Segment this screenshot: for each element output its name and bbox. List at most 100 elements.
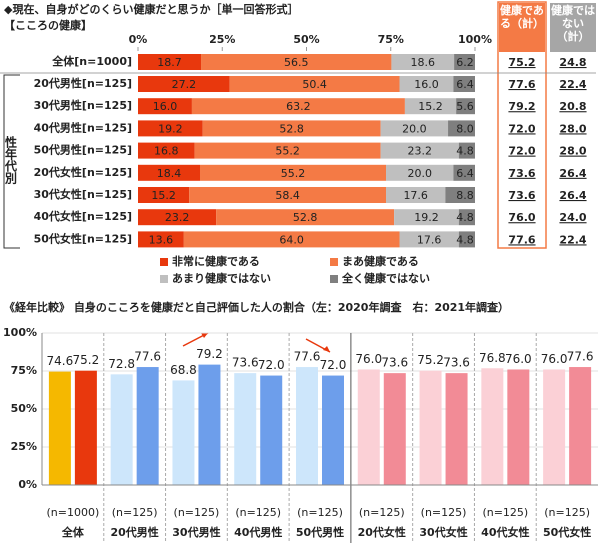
total-value: 73.6 (508, 167, 535, 180)
legend-swatch (330, 258, 338, 266)
category-label: 40代女性[n=125] (34, 209, 132, 223)
bar (322, 375, 344, 485)
value-label: 16.0 (153, 100, 178, 113)
value-label: 68.8 (170, 363, 197, 377)
bar (543, 369, 566, 485)
total-value: 28.0 (559, 122, 586, 135)
value-label: 72.0 (258, 358, 285, 372)
value-label: 77.6 (294, 350, 321, 364)
value-label: 23.2 (407, 145, 432, 158)
sample-size: (n=125) (112, 506, 158, 519)
sample-size: (n=125) (544, 506, 590, 519)
value-label: 5.6 (456, 100, 474, 113)
bar (198, 364, 221, 485)
value-label: 52.8 (279, 122, 304, 135)
bar (481, 368, 504, 485)
x-tick-label: 75% (378, 33, 404, 46)
bar-segment (202, 120, 381, 137)
x-tick-label: 50% (293, 33, 319, 46)
bar-segment (138, 120, 203, 137)
bar-segment (189, 187, 387, 203)
bar (357, 369, 380, 485)
sample-size: (n=125) (421, 506, 467, 519)
x-tick-label: 0% (129, 33, 148, 46)
highlight-box (497, 1, 547, 249)
value-label: 64.0 (279, 233, 304, 246)
sample-size: (n=125) (297, 506, 343, 519)
bar-segment (386, 164, 454, 181)
value-label: 6.4 (456, 78, 474, 91)
y-tick-label: 0% (18, 478, 37, 491)
value-label: 6.2 (456, 56, 474, 69)
sample-size: (n=125) (174, 506, 220, 519)
bar (48, 371, 71, 485)
total-value: 72.0 (508, 122, 535, 135)
bar-segment (138, 209, 217, 226)
category-label: 30代女性[n=125] (34, 187, 132, 201)
category-label: 50代男性[n=125] (34, 143, 132, 157)
category-label: 全体[n=1000] (51, 54, 132, 68)
value-label: 72.8 (108, 357, 135, 371)
bar-segment (448, 120, 475, 137)
value-label: 55.2 (275, 145, 300, 158)
arrow-head (323, 346, 330, 352)
total-header-text: 健康である（計） (499, 3, 545, 52)
value-label: 13.6 (149, 233, 174, 246)
total-header: 健康である（計） (499, 3, 545, 52)
bar-segment (394, 209, 459, 226)
bar (260, 375, 283, 485)
category-label: 40代男性[n=125] (34, 120, 132, 134)
total-value: 79.2 (508, 100, 535, 113)
sample-size: (n=1000) (47, 506, 100, 519)
sample-size: (n=125) (235, 506, 281, 519)
bar-segment (201, 54, 392, 70)
value-label: 15.2 (151, 189, 176, 202)
x-tick-label: 20代女性 (358, 525, 406, 539)
value-label: 18.7 (157, 56, 182, 69)
bar-segment (138, 76, 230, 92)
value-label: 23.2 (165, 211, 190, 224)
sample-size: (n=125) (482, 506, 528, 519)
total-value: 20.8 (559, 100, 586, 113)
bar-segment (458, 209, 475, 226)
x-tick-label: 30代男性 (172, 525, 220, 539)
bar-segment (216, 209, 395, 226)
bar-segment (138, 164, 201, 181)
total-value: 77.6 (508, 233, 535, 246)
bar-segment (191, 98, 405, 115)
total-value: 26.4 (559, 167, 586, 180)
bar-segment (454, 54, 475, 70)
bar (110, 374, 133, 485)
value-label: 19.2 (158, 122, 183, 135)
bar (296, 367, 318, 485)
bar-segment (380, 142, 459, 159)
chart-subtitle: 【こころの健康】 (4, 18, 92, 32)
value-label: 76.8 (479, 351, 506, 365)
value-label: 16.0 (414, 78, 439, 91)
legend-label: まあ健康である (342, 254, 419, 268)
y-tick-label: 100% (3, 326, 37, 339)
value-label: 55.2 (281, 167, 306, 180)
legend-swatch (160, 258, 168, 266)
chart-title: ◆現在、自身がどのくらい健康だと思うか［単一回答形式］ (4, 2, 298, 16)
x-tick-label: 40代男性 (234, 525, 282, 539)
value-label: 6.4 (456, 167, 474, 180)
value-label: 8.8 (456, 189, 474, 202)
value-label: 15.2 (418, 100, 443, 113)
bar-segment (183, 231, 400, 248)
value-label: 77.6 (567, 350, 594, 364)
bar (569, 367, 592, 485)
bar-segment (386, 187, 446, 203)
value-label: 50.4 (302, 78, 327, 91)
value-label: 72.0 (320, 358, 347, 372)
value-label: 74.6 (47, 354, 74, 368)
total-value: 72.0 (508, 145, 535, 158)
bar (383, 373, 406, 485)
total-value: 28.0 (559, 145, 586, 158)
bar-segment (453, 164, 475, 181)
bar-segment (200, 164, 387, 181)
bar-segment (399, 231, 459, 248)
value-label: 18.6 (411, 56, 436, 69)
value-label: 77.6 (134, 350, 161, 364)
